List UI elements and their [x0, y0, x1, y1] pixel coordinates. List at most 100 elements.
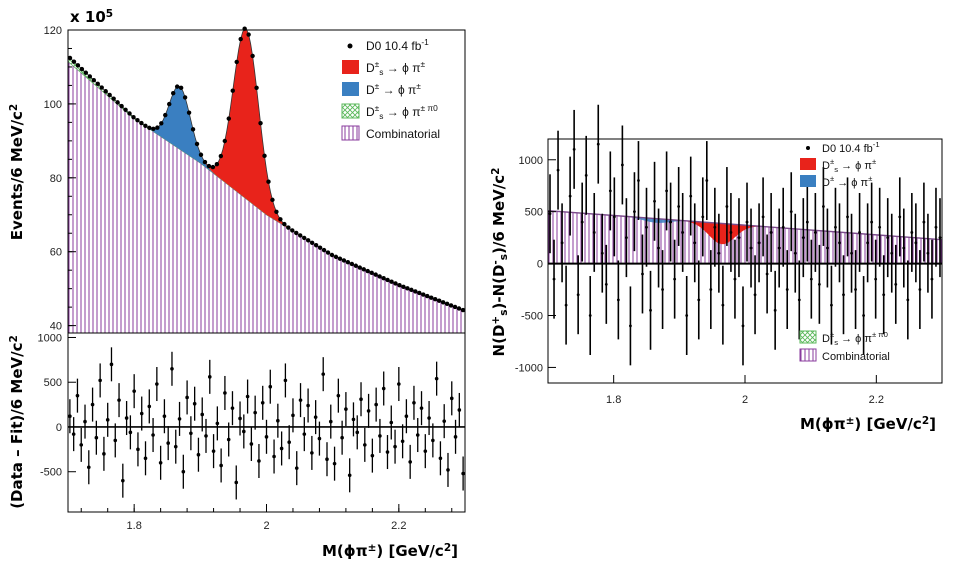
data-point	[333, 254, 339, 260]
data-point	[139, 120, 144, 126]
x-tick-label: 2	[742, 394, 748, 406]
residual-point	[155, 382, 159, 386]
data-point	[580, 220, 584, 224]
data-point	[620, 163, 624, 167]
data-point	[317, 245, 323, 250]
data-point	[785, 288, 789, 291]
data-point	[665, 189, 669, 193]
data-point	[906, 298, 910, 302]
data-point	[214, 161, 220, 167]
residual-point	[408, 460, 412, 464]
residual-point	[204, 434, 208, 438]
data-point	[127, 111, 132, 116]
residual-point	[328, 419, 333, 424]
residual-point	[117, 398, 121, 402]
data-point	[576, 293, 580, 297]
data-point	[874, 277, 878, 281]
residual-point	[325, 457, 329, 461]
data-point	[826, 246, 829, 250]
residual-point	[412, 401, 416, 405]
data-point	[922, 220, 926, 224]
data-point	[258, 120, 263, 126]
data-point	[753, 293, 757, 297]
data-point	[79, 66, 85, 72]
data-point	[381, 275, 386, 281]
legend-swatch	[800, 175, 816, 187]
data-point	[637, 179, 640, 182]
data-point	[858, 231, 861, 234]
data-point	[757, 241, 761, 245]
data-point	[278, 217, 283, 222]
residual-point	[68, 414, 72, 419]
data-point	[914, 241, 918, 245]
residual-point	[276, 418, 280, 423]
data-point	[608, 189, 612, 193]
legend-swatch	[341, 103, 360, 119]
data-point	[548, 212, 552, 216]
data-point	[846, 215, 849, 219]
data-point	[657, 246, 660, 250]
data-point	[325, 250, 331, 255]
data-point	[777, 246, 781, 250]
data-point	[238, 36, 243, 42]
data-point	[365, 268, 370, 274]
residual-point	[215, 421, 220, 426]
legend-label: D0 10.4 fb-1	[822, 140, 880, 155]
residual-point	[139, 411, 144, 416]
data-point	[413, 289, 418, 294]
y-tick-label: -500	[521, 311, 543, 323]
residual-point	[268, 384, 273, 389]
data-point	[218, 153, 224, 159]
residual-point	[332, 461, 337, 466]
residual-point	[189, 431, 193, 436]
data-point	[649, 308, 652, 312]
data-point	[809, 277, 813, 281]
residual-point	[279, 446, 284, 451]
data-point	[588, 314, 592, 317]
residual-point	[98, 378, 102, 383]
data-point	[361, 267, 366, 272]
data-point	[882, 293, 886, 297]
data-point	[202, 159, 208, 165]
data-point	[902, 246, 906, 250]
residual-point	[71, 432, 76, 436]
residual-point	[359, 397, 363, 402]
data-point	[910, 231, 914, 234]
data-point	[123, 107, 128, 112]
y-tick-label: 40	[50, 321, 62, 333]
data-point	[305, 238, 311, 243]
y-tick-label: 500	[44, 377, 62, 389]
data-point	[369, 270, 374, 276]
residual-point	[363, 443, 367, 447]
residual-point	[143, 456, 148, 461]
data-point	[298, 233, 303, 238]
combinatorial-area	[547, 210, 943, 264]
data-point	[357, 265, 362, 270]
data-point	[246, 32, 251, 37]
residual-point	[449, 396, 454, 401]
data-point	[274, 209, 279, 214]
data-point	[174, 84, 180, 89]
data-point	[717, 251, 721, 255]
y-tick-label: 100	[44, 99, 62, 111]
residual-point	[453, 435, 458, 439]
residual-point	[302, 432, 307, 436]
residual-point	[211, 449, 216, 453]
data-point	[401, 284, 406, 289]
residual-point	[434, 376, 439, 381]
residual-point	[200, 412, 205, 417]
data-point	[556, 168, 560, 172]
data-point	[805, 220, 809, 224]
data-point	[733, 277, 737, 281]
residual-point	[173, 444, 178, 449]
data-point	[294, 230, 299, 236]
data-point	[713, 225, 717, 229]
data-point	[178, 85, 184, 91]
residual-point	[90, 402, 95, 407]
x-tick-label: 2	[263, 520, 269, 532]
data-point	[930, 277, 934, 281]
data-point	[135, 118, 140, 123]
residual-point	[196, 452, 201, 457]
legend-data-label: D0 10.4 fb-1	[366, 37, 429, 53]
residual-point	[317, 436, 322, 441]
